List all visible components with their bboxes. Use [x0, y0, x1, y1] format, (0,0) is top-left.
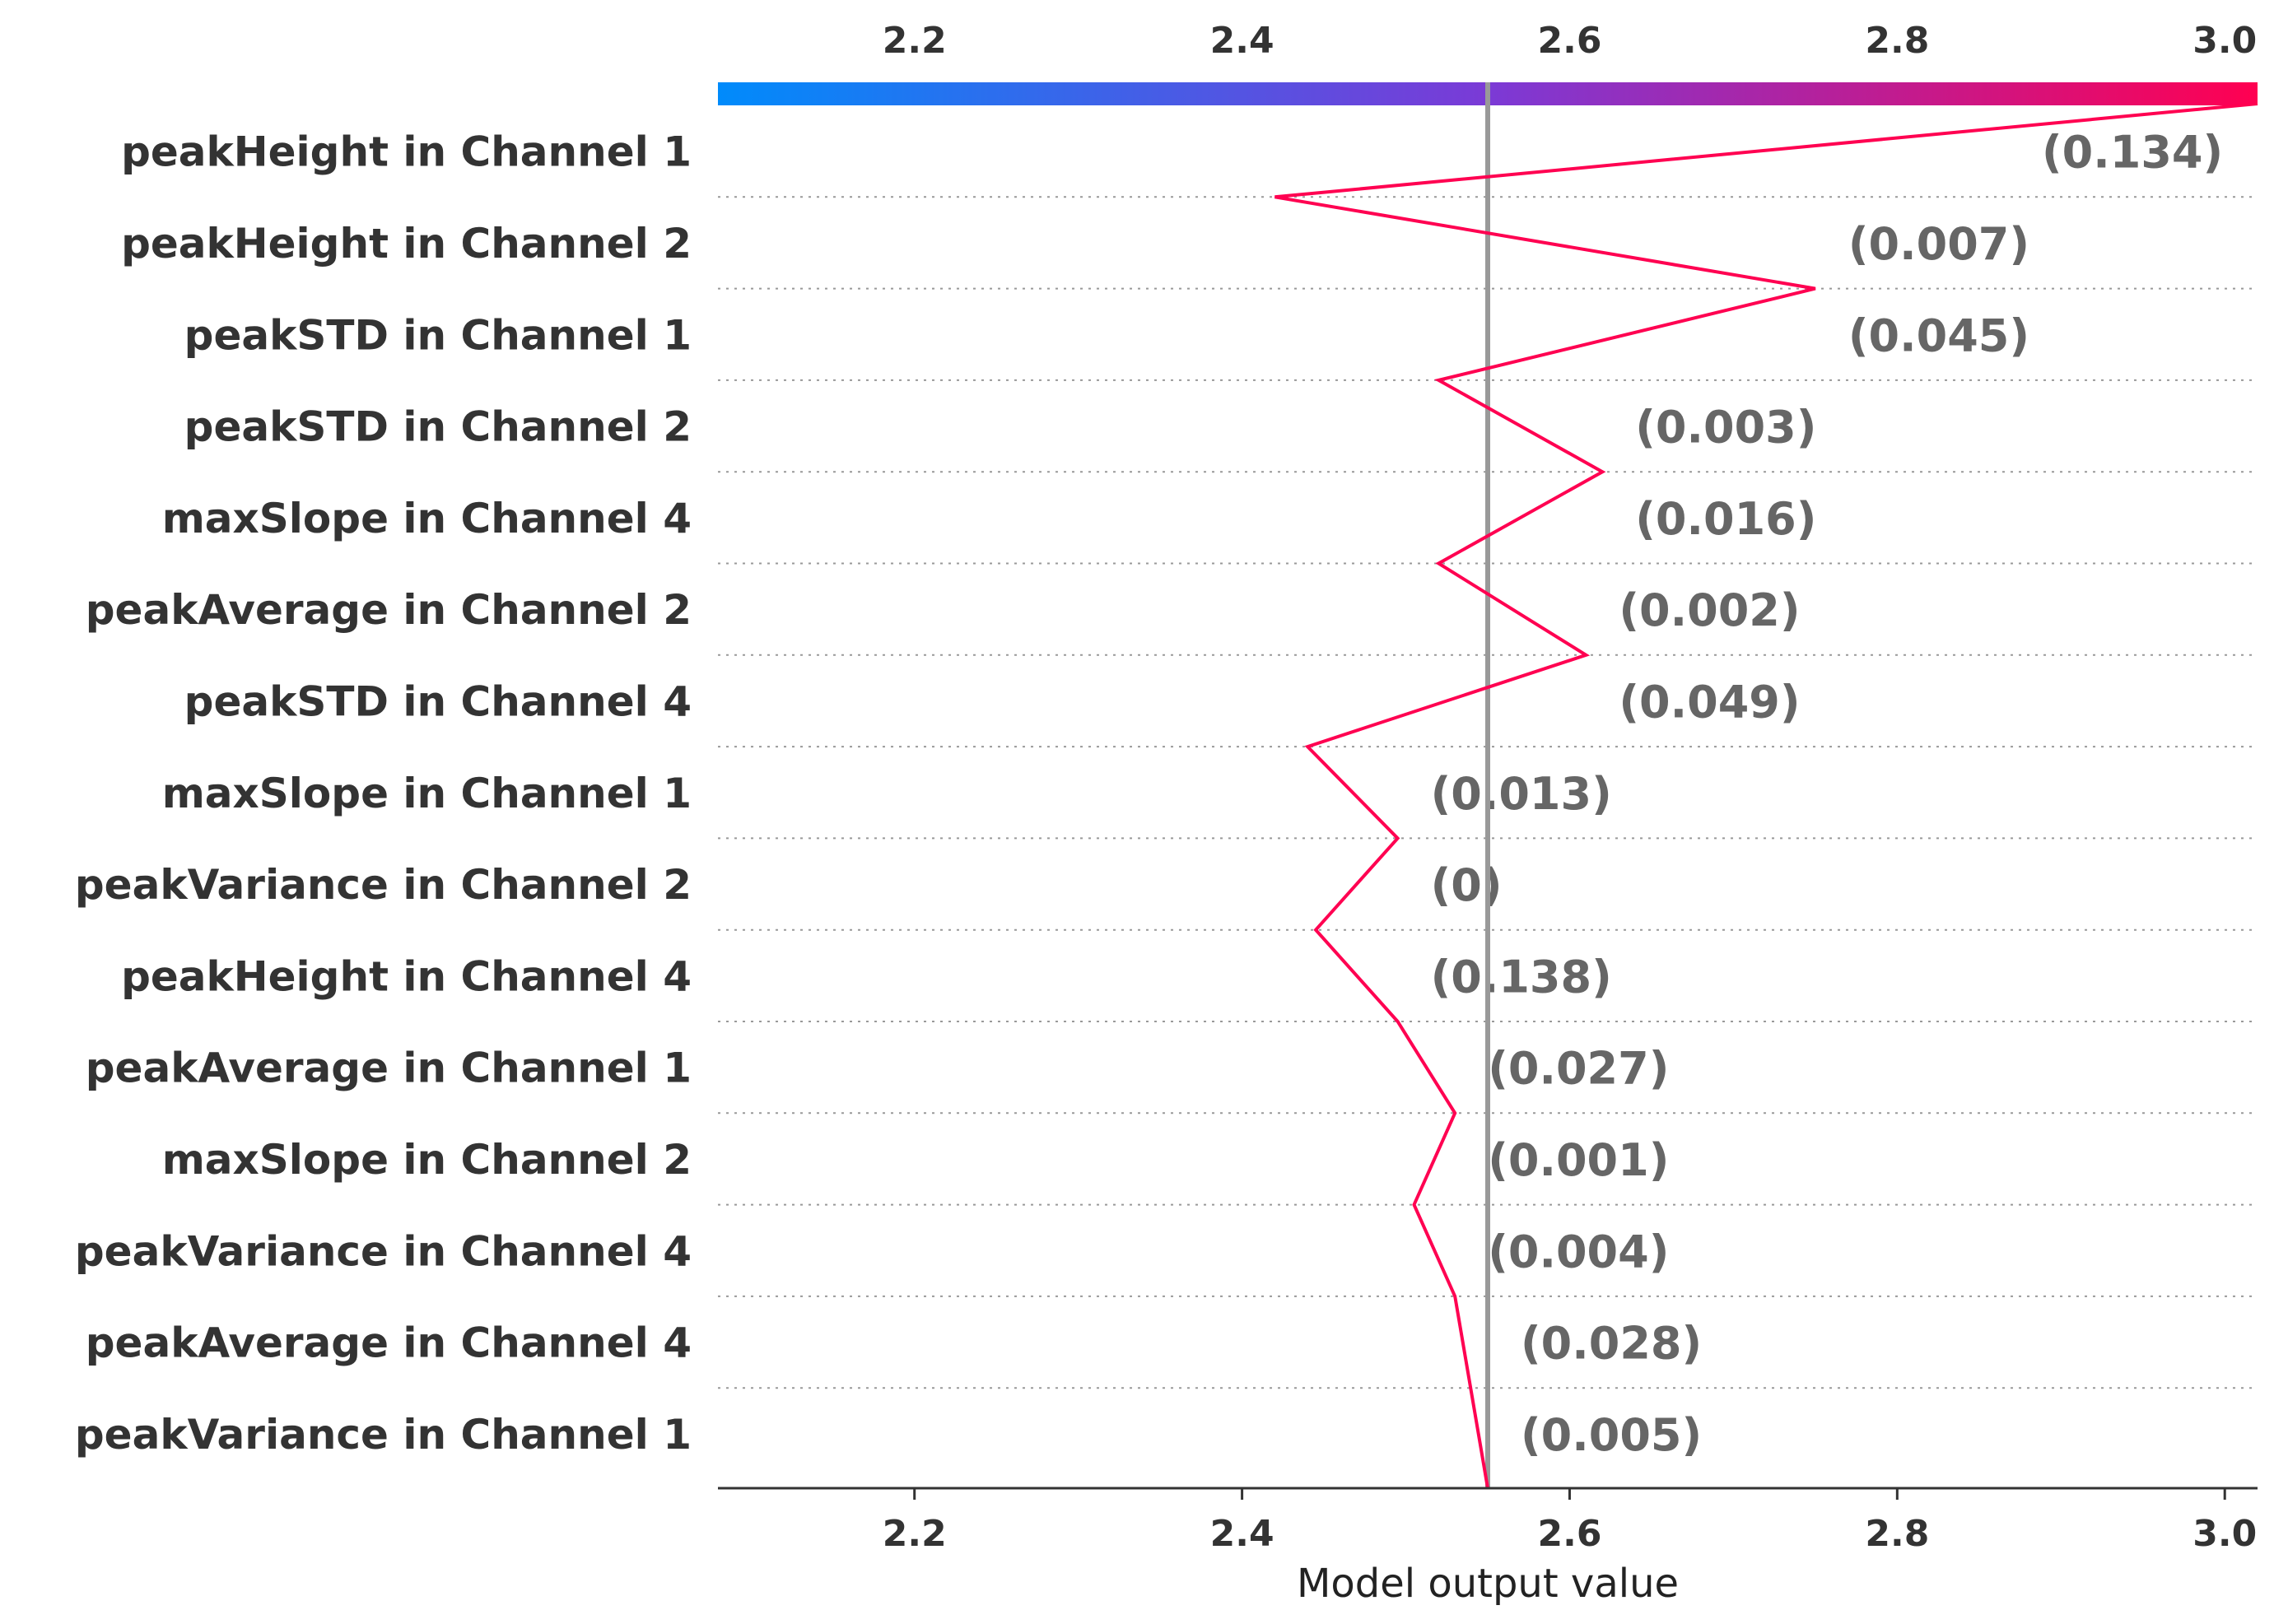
- feature-value-label: (0.045): [1848, 309, 2029, 361]
- feature-value-label: (0.004): [1488, 1226, 1669, 1277]
- feature-value-label: (0.027): [1488, 1043, 1669, 1095]
- feature-value-label: (0.028): [1521, 1318, 1702, 1370]
- feature-label: peakSTD in Channel 1: [184, 311, 692, 359]
- feature-label: peakAverage in Channel 2: [86, 586, 692, 634]
- feature-label: peakVariance in Channel 4: [75, 1227, 692, 1275]
- feature-label: peakAverage in Channel 1: [86, 1045, 692, 1092]
- feature-label: maxSlope in Channel 2: [162, 1136, 692, 1184]
- feature-label: maxSlope in Channel 4: [162, 495, 692, 542]
- feature-label: maxSlope in Channel 1: [162, 770, 692, 817]
- feature-label: peakSTD in Channel 2: [184, 403, 692, 451]
- feature-label: peakSTD in Channel 4: [184, 677, 692, 725]
- feature-value-label: (0.138): [1431, 951, 1612, 1003]
- feature-value-label: (0.134): [2042, 127, 2223, 179]
- feature-value-label: (0.005): [1521, 1409, 1702, 1461]
- row-gridlines: [718, 196, 2258, 1389]
- x-tick-label-top: 2.2: [883, 20, 947, 62]
- feature-value-label: (0.016): [1635, 493, 1816, 545]
- x-tick-label-bottom: 2.6: [1537, 1513, 1601, 1555]
- x-axis-ticks: 2.2 2.2 2.4 2.4 2.6 2.6 2.8 2.8 3.0 3.0: [883, 20, 2257, 1555]
- x-tick-label-top: 2.6: [1537, 20, 1601, 62]
- feature-value-labels: (0.134)(0.007) (0.045) (0.003) (0.016) (0.00…: [1431, 127, 2224, 1461]
- x-tick-label-top: 2.8: [1865, 20, 1929, 62]
- feature-value-label: (0.007): [1848, 218, 2029, 270]
- feature-label: peakAverage in Channel 4: [86, 1319, 692, 1367]
- x-tick-label-top: 2.4: [1210, 20, 1274, 62]
- feature-label: peakVariance in Channel 2: [75, 861, 692, 909]
- feature-value-label: (0.001): [1488, 1134, 1669, 1186]
- feature-labels: peakHeight in Channel 1 peakHeight in Cha…: [75, 128, 692, 1459]
- feature-value-label: (0.049): [1619, 676, 1800, 728]
- feature-value-label: (0.013): [1431, 768, 1612, 820]
- x-tick-label-top: 3.0: [2192, 20, 2257, 62]
- x-tick-label-bottom: 3.0: [2192, 1513, 2257, 1555]
- feature-value-label: (0.003): [1635, 402, 1816, 454]
- feature-label: peakHeight in Channel 4: [121, 952, 692, 1000]
- feature-value-label: (0.002): [1619, 584, 1800, 636]
- feature-label: peakHeight in Channel 1: [121, 128, 692, 176]
- feature-label: peakHeight in Channel 2: [121, 220, 692, 268]
- x-tick-label-bottom: 2.8: [1865, 1513, 1929, 1555]
- feature-label: peakVariance in Channel 1: [75, 1411, 692, 1459]
- x-tick-label-bottom: 2.2: [883, 1513, 947, 1555]
- decision-path-line: [1274, 102, 2258, 1489]
- x-axis-title: Model output value: [1297, 1561, 1679, 1607]
- x-tick-label-bottom: 2.4: [1210, 1513, 1274, 1555]
- feature-value-label: (0): [1431, 859, 1503, 911]
